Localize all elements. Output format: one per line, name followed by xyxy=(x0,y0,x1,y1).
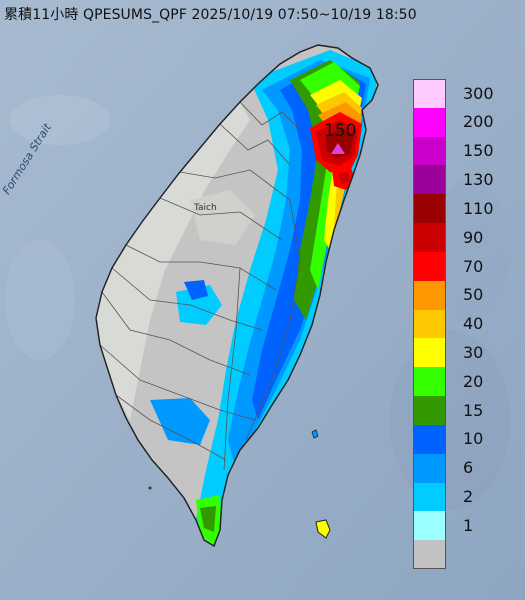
legend-swatch xyxy=(413,482,446,512)
legend-label: 15 xyxy=(463,400,484,420)
legend-label: 50 xyxy=(463,285,484,305)
legend-label: 2 xyxy=(463,487,474,507)
legend-swatch xyxy=(413,79,446,108)
legend-swatch xyxy=(413,511,446,541)
legend-swatch xyxy=(413,194,446,224)
legend-row: 130 xyxy=(413,165,511,195)
legend-swatch xyxy=(413,136,446,166)
peak-value-label: 150 xyxy=(324,121,357,141)
legend-label: 6 xyxy=(463,458,474,478)
terrain-shading xyxy=(96,102,255,420)
liuqiu-islet xyxy=(148,486,152,490)
legend-swatch xyxy=(413,367,446,397)
legend-label: 70 xyxy=(463,256,484,276)
legend-row: 20 xyxy=(413,367,511,397)
legend-row: 30 xyxy=(413,338,511,368)
legend-row: 300 xyxy=(413,79,511,108)
legend-swatch xyxy=(413,251,446,281)
legend-label: 30 xyxy=(463,343,484,362)
legend-row: 15 xyxy=(413,396,511,425)
legend-row: 200 xyxy=(413,107,511,137)
legend-label: 90 xyxy=(463,227,484,247)
lanyu-island xyxy=(315,519,331,539)
legend-row: 1 xyxy=(413,511,511,541)
legend-label: 110 xyxy=(463,198,494,218)
legend-label: 130 xyxy=(463,170,494,190)
legend-row: 10 xyxy=(413,424,511,454)
legend-swatch xyxy=(413,424,446,454)
legend-row: 40 xyxy=(413,309,511,339)
legend-row: 110 xyxy=(413,194,511,224)
legend-swatch xyxy=(413,338,446,368)
green-island xyxy=(311,429,319,439)
legend-row: 50 xyxy=(413,280,511,310)
legend-swatch xyxy=(413,107,446,137)
legend-row: 150 xyxy=(413,136,511,166)
legend-row: 70 xyxy=(413,251,511,281)
city-label: Taich xyxy=(194,203,217,213)
legend-label: 20 xyxy=(463,371,484,391)
legend-row: 2 xyxy=(413,482,511,512)
legend-label: 150 xyxy=(463,141,494,161)
legend-label: 1 xyxy=(463,515,474,535)
legend-label: 300 xyxy=(463,83,494,103)
legend-label: 200 xyxy=(463,112,494,132)
legend-swatch xyxy=(413,396,446,425)
legend-label: 10 xyxy=(463,429,484,449)
color-legend: 300 200 150 130 110 90 70 50 40 30 20 15 10 6 2 1 xyxy=(413,79,511,569)
county-boundaries xyxy=(99,101,301,471)
legend-swatch xyxy=(413,165,446,195)
island-outline xyxy=(95,44,379,548)
legend-swatch xyxy=(413,223,446,252)
legend-swatch xyxy=(413,540,446,569)
legend-row xyxy=(413,540,511,569)
legend-swatch xyxy=(413,280,446,310)
legend-label: 40 xyxy=(463,314,484,334)
legend-row: 90 xyxy=(413,223,511,252)
map-title: 累積11小時 QPESUMS_QPF 2025/10/19 07:50~10/1… xyxy=(4,7,417,23)
legend-swatch xyxy=(413,309,446,339)
peak-triangle-icon xyxy=(331,143,345,154)
legend-swatch xyxy=(413,453,446,483)
legend-row: 6 xyxy=(413,453,511,483)
